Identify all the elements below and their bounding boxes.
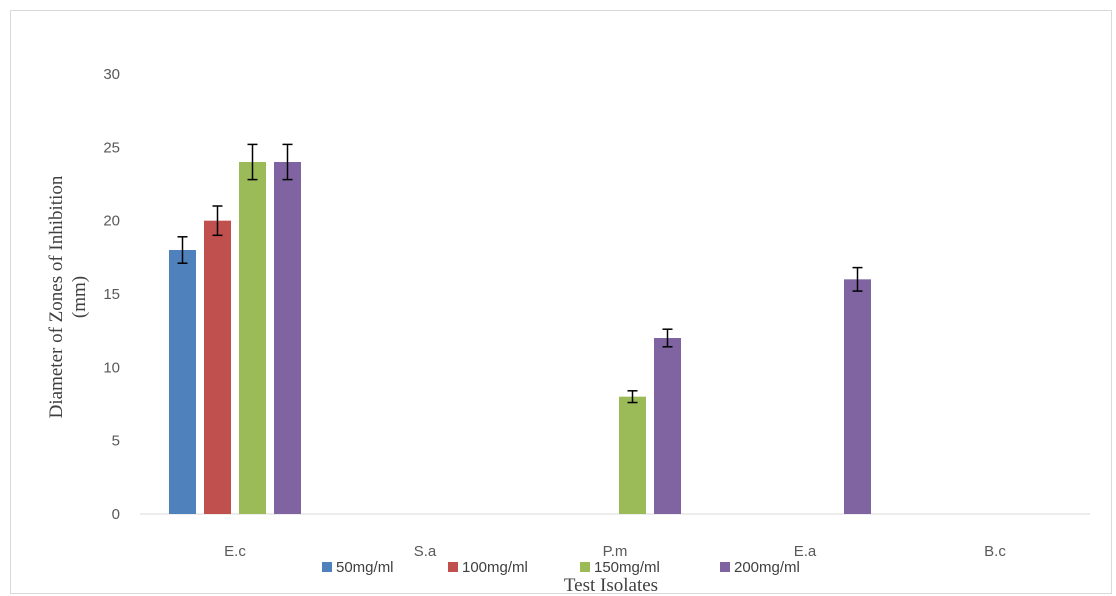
legend-item: 100mg/ml — [448, 559, 528, 576]
legend-item: 200mg/ml — [720, 559, 800, 576]
legend-label: 150mg/ml — [594, 559, 660, 576]
legend-swatch — [720, 562, 730, 572]
legend-swatch — [448, 562, 458, 572]
error-bar — [177, 236, 188, 264]
legend-label: 50mg/ml — [336, 559, 394, 576]
x-tick-label: E.c — [224, 543, 246, 560]
y-tick-label: 25 — [103, 139, 120, 156]
bar — [619, 396, 646, 514]
error-bar — [662, 328, 673, 348]
y-tick-label: 15 — [103, 286, 120, 303]
x-tick-label: E.a — [794, 543, 817, 560]
legend-item: 150mg/ml — [580, 559, 660, 576]
bar — [654, 338, 681, 514]
x-tick-label: P.m — [603, 543, 628, 560]
legend-swatch — [580, 562, 590, 572]
error-bar — [852, 266, 863, 292]
y-axis-title-line-1: Diameter of Zones of Inhibition — [46, 175, 67, 418]
bar — [204, 220, 231, 514]
error-bar — [247, 143, 258, 181]
y-tick-label: 5 — [112, 433, 120, 450]
legend-swatch — [322, 562, 332, 572]
error-bar — [627, 390, 638, 404]
x-tick-label: S.a — [414, 543, 437, 560]
bars-group — [169, 162, 871, 514]
bar — [169, 250, 196, 514]
x-axis-title: Test Isolates — [564, 575, 658, 596]
y-tick-label: 0 — [112, 506, 120, 523]
bar — [844, 279, 871, 514]
y-tick-label: 10 — [103, 359, 120, 376]
y-tick-label: 30 — [103, 66, 120, 83]
legend-label: 200mg/ml — [734, 559, 800, 576]
y-tick-label: 20 — [103, 213, 120, 230]
bar — [274, 162, 301, 514]
legend: 50mg/ml 100mg/ml 150mg/ml 200mg/ml — [322, 559, 800, 576]
x-tick-label: B.c — [984, 543, 1006, 560]
error-bar — [282, 143, 293, 181]
error-bar — [212, 205, 223, 237]
y-axis-ticks: 0 5 10 15 20 25 30 — [103, 66, 120, 523]
x-axis-ticks: E.c S.a P.m E.a B.c — [224, 543, 1006, 560]
legend-label: 100mg/ml — [462, 559, 528, 576]
legend-item: 50mg/ml — [322, 559, 394, 576]
error-bars-group — [177, 143, 863, 404]
bar — [239, 162, 266, 514]
y-axis-title-line-2: (mm) — [69, 276, 90, 318]
